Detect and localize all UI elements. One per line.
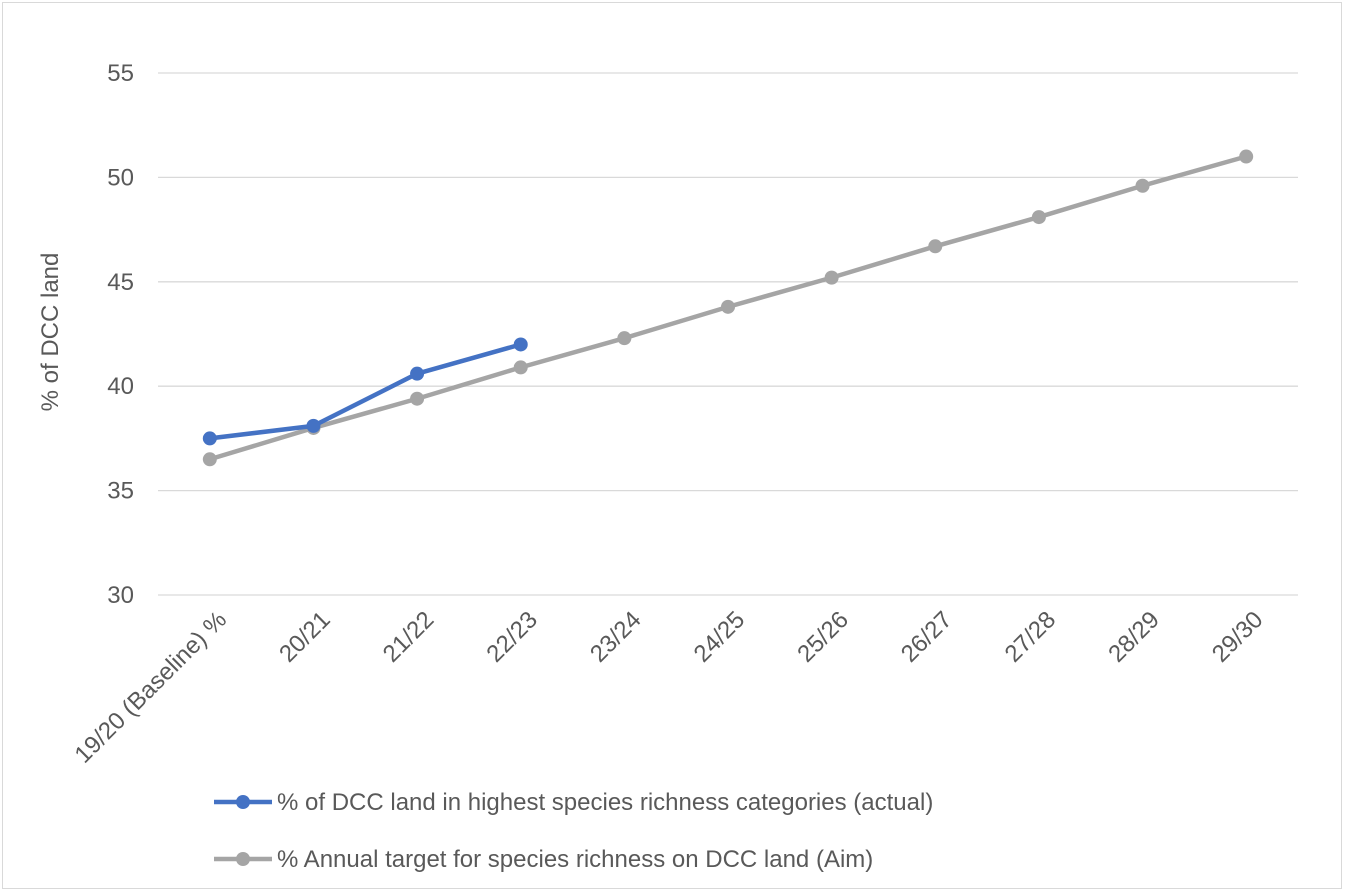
x-tick-label: 28/29 <box>1103 606 1165 668</box>
data-point <box>410 391 425 406</box>
data-point <box>410 366 425 381</box>
legend: % of DCC land in highest species richnes… <box>214 789 933 873</box>
x-tick-label: 19/20 (Baseline) % <box>70 606 232 768</box>
x-tick-label: 24/25 <box>689 606 751 668</box>
data-point <box>202 431 217 446</box>
x-tick-label: 20/21 <box>274 606 336 668</box>
series-1 <box>202 149 1254 467</box>
data-point <box>1135 178 1150 193</box>
y-tick-label: 55 <box>107 60 134 87</box>
data-point <box>928 239 943 254</box>
y-tick-label: 40 <box>107 373 134 400</box>
legend-entry-1: % Annual target for species richness on … <box>214 846 873 873</box>
data-point <box>721 299 735 314</box>
gridlines <box>158 72 1298 596</box>
x-tick-label: 23/24 <box>585 606 647 668</box>
series-0 <box>202 337 528 446</box>
series-line-0 <box>207 342 523 441</box>
x-tick-label: 25/26 <box>792 606 854 668</box>
y-tick-label: 45 <box>107 269 134 296</box>
legend-marker <box>236 795 250 809</box>
data-point <box>513 360 528 375</box>
data-point <box>824 270 839 285</box>
x-tick-label: 27/28 <box>1000 606 1062 668</box>
x-tick-label: 26/27 <box>896 606 958 668</box>
legend-label: % of DCC land in highest species richnes… <box>277 789 933 816</box>
x-tick-label: 21/22 <box>378 606 440 668</box>
data-point <box>1031 210 1046 225</box>
series-layer <box>202 149 1254 467</box>
y-tick-label: 30 <box>107 582 134 609</box>
data-point <box>617 331 632 346</box>
x-axis-ticks: 19/20 (Baseline) % 20/21 21/22 22/23 23/24 24… <box>70 606 1269 768</box>
legend-marker <box>236 852 250 866</box>
legend-entry-0: % of DCC land in highest species richnes… <box>214 789 933 816</box>
legend-label: % Annual target for species richness on … <box>277 846 873 873</box>
data-point <box>1239 149 1254 164</box>
data-point <box>513 337 528 352</box>
x-tick-label: 29/30 <box>1207 606 1269 668</box>
data-point <box>306 418 321 433</box>
y-tick-label: 50 <box>107 164 134 191</box>
x-tick-label: 22/23 <box>481 606 543 668</box>
data-point <box>202 452 217 467</box>
y-tick-label: 35 <box>107 478 134 505</box>
y-axis-label: % of DCC land <box>37 253 64 412</box>
y-axis-ticks: 30 35 40 45 50 55 <box>107 60 134 609</box>
